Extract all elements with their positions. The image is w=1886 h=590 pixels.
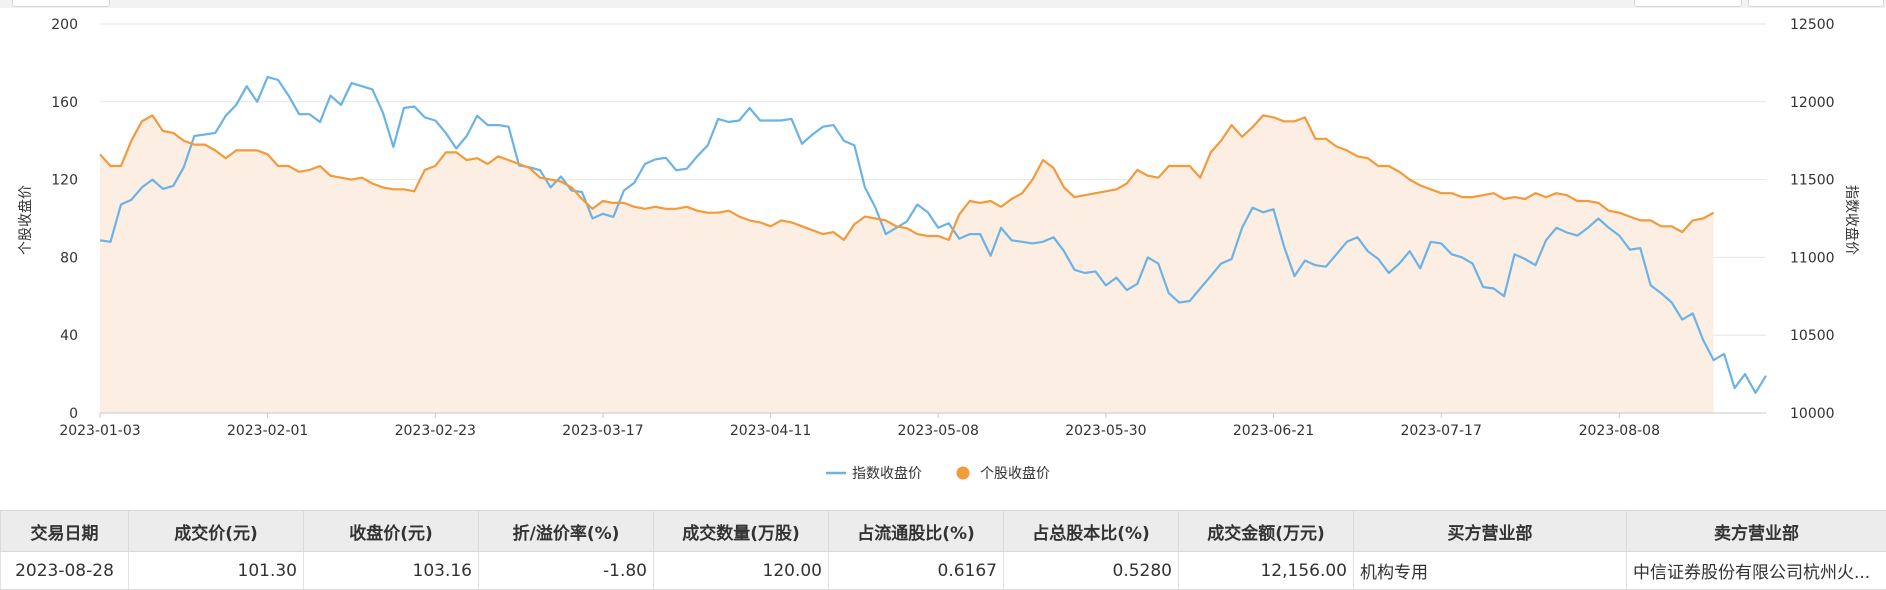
legend-item-index[interactable]: 指数收盘价 bbox=[826, 465, 922, 482]
y-right-tick-label: 11500 bbox=[1790, 173, 1835, 189]
legend-label-index: 指数收盘价 bbox=[852, 465, 922, 482]
block-trade-table-wrap: 交易日期 成交价(元) 收盘价(元) 折/溢价率(%) 成交数量(万股) 占流通… bbox=[0, 510, 1886, 590]
cell-buyer[interactable]: 机构专用 bbox=[1354, 552, 1627, 590]
x-tick-label: 2023-05-08 bbox=[898, 423, 979, 439]
col-header-deal-price[interactable]: 成交价(元) bbox=[129, 511, 304, 552]
y-axis-right-title: 指数收盘价 bbox=[1843, 185, 1860, 255]
y-right-tick-label: 10000 bbox=[1790, 406, 1835, 422]
cell-premium-rate: -1.80 bbox=[479, 552, 654, 590]
cell-float-ratio: 0.6167 bbox=[829, 552, 1004, 590]
price-comparison-chart: 2023-01-03 2023-02-01 2023-02-23 2023-03-17… bbox=[0, 0, 1886, 508]
circle-marker-icon bbox=[957, 467, 970, 480]
x-tick-label: 2023-05-30 bbox=[1065, 423, 1146, 439]
x-tick-label: 2023-06-21 bbox=[1233, 423, 1314, 439]
col-header-trade-date[interactable]: 交易日期 bbox=[1, 511, 129, 552]
block-trade-table: 交易日期 成交价(元) 收盘价(元) 折/溢价率(%) 成交数量(万股) 占流通… bbox=[0, 510, 1886, 590]
cell-volume: 120.00 bbox=[654, 552, 829, 590]
col-header-buyer[interactable]: 买方营业部 bbox=[1354, 511, 1627, 552]
x-axis: 2023-01-03 2023-02-01 2023-02-23 2023-03-17… bbox=[59, 413, 1766, 439]
legend: 指数收盘价 个股收盘价 bbox=[826, 465, 1050, 482]
col-header-premium-rate[interactable]: 折/溢价率(%) bbox=[479, 511, 654, 552]
x-tick-label: 2023-03-17 bbox=[562, 423, 643, 439]
x-tick-label: 2023-08-08 bbox=[1579, 423, 1660, 439]
table-header-row: 交易日期 成交价(元) 收盘价(元) 折/溢价率(%) 成交数量(万股) 占流通… bbox=[1, 511, 1886, 552]
col-header-total-ratio[interactable]: 占总股本比(%) bbox=[1004, 511, 1179, 552]
legend-label-stock: 个股收盘价 bbox=[980, 465, 1050, 482]
col-header-float-ratio[interactable]: 占流通股比(%) bbox=[829, 511, 1004, 552]
y-right-tick-label: 12000 bbox=[1790, 95, 1835, 111]
cell-seller[interactable]: 中信证券股份有限公司杭州火... bbox=[1627, 552, 1886, 590]
y-axis-right: 10000 10500 11000 11500 12000 12500 bbox=[1790, 17, 1835, 422]
col-header-seller[interactable]: 卖方营业部 bbox=[1627, 511, 1886, 552]
y-axis-left: 0 40 80 120 160 200 bbox=[51, 17, 78, 422]
y-left-tick-label: 0 bbox=[69, 406, 78, 422]
table-row: 2023-08-28 101.30 103.16 -1.80 120.00 0.… bbox=[1, 552, 1886, 590]
cell-deal-price: 101.30 bbox=[129, 552, 304, 590]
x-tick-label: 2023-01-03 bbox=[59, 423, 140, 439]
cell-trade-date: 2023-08-28 bbox=[1, 552, 129, 590]
y-left-tick-label: 40 bbox=[60, 328, 78, 344]
x-tick-label: 2023-02-23 bbox=[395, 423, 476, 439]
col-header-amount[interactable]: 成交金额(万元) bbox=[1179, 511, 1354, 552]
y-axis-left-title: 个股收盘价 bbox=[17, 185, 34, 255]
x-tick-label: 2023-02-01 bbox=[227, 423, 308, 439]
y-left-tick-label: 80 bbox=[60, 250, 78, 266]
y-right-tick-label: 10500 bbox=[1790, 328, 1835, 344]
col-header-volume[interactable]: 成交数量(万股) bbox=[654, 511, 829, 552]
y-right-tick-label: 12500 bbox=[1790, 17, 1835, 33]
x-tick-label: 2023-07-17 bbox=[1400, 423, 1481, 439]
col-header-close-price[interactable]: 收盘价(元) bbox=[304, 511, 479, 552]
cell-close-price: 103.16 bbox=[304, 552, 479, 590]
legend-item-stock[interactable]: 个股收盘价 bbox=[957, 465, 1051, 482]
y-left-tick-label: 160 bbox=[51, 95, 78, 111]
y-left-tick-label: 120 bbox=[51, 173, 78, 189]
y-right-tick-label: 11000 bbox=[1790, 250, 1835, 266]
cell-total-ratio: 0.5280 bbox=[1004, 552, 1179, 590]
y-left-tick-label: 200 bbox=[51, 17, 78, 33]
x-tick-label: 2023-04-11 bbox=[730, 423, 811, 439]
cell-amount: 12,156.00 bbox=[1179, 552, 1354, 590]
